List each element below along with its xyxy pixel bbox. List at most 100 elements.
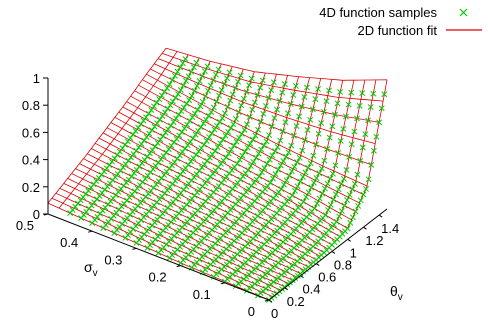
sample-point xyxy=(308,184,315,191)
sample-point xyxy=(162,129,169,136)
sample-point xyxy=(352,208,359,215)
sample-row-8 xyxy=(177,83,299,266)
sample-point xyxy=(326,134,333,141)
sigma-axis-line xyxy=(47,213,270,301)
sample-point xyxy=(278,186,285,193)
sample-point xyxy=(357,157,364,164)
sample-point xyxy=(240,95,247,102)
sample-point xyxy=(127,154,134,161)
sample-point xyxy=(161,88,168,95)
theta-tick-mark xyxy=(363,226,367,230)
sample-point xyxy=(250,158,257,165)
sample-point xyxy=(332,162,339,169)
sample-point xyxy=(247,140,254,147)
sample-point xyxy=(152,143,159,150)
sample-point xyxy=(362,131,369,138)
sample-row-6 xyxy=(199,86,321,276)
sample-point xyxy=(157,136,164,143)
sample-point xyxy=(267,179,274,186)
sample-point xyxy=(173,115,180,122)
sample-point xyxy=(182,56,189,62)
sample-row-11 xyxy=(144,77,266,251)
sample-point xyxy=(217,140,224,147)
sample-point xyxy=(205,112,212,119)
sample-point xyxy=(172,94,179,101)
sample-point xyxy=(282,119,289,126)
sample-point xyxy=(135,144,142,151)
sample-point xyxy=(279,89,286,96)
theta-tick-mark xyxy=(268,299,273,303)
sample-point xyxy=(268,87,275,94)
sample-point xyxy=(275,166,282,173)
sample-point xyxy=(221,110,228,117)
theta-tick-mark xyxy=(284,287,289,291)
sample-point xyxy=(341,202,348,209)
sample-point xyxy=(237,72,244,79)
sample-point xyxy=(261,165,268,172)
sample-point xyxy=(309,106,316,113)
sample-point xyxy=(141,137,148,144)
sample-point xyxy=(145,110,152,117)
sample-point xyxy=(127,135,134,141)
sample-point xyxy=(329,123,336,130)
theta-axis-label: θv xyxy=(390,283,403,303)
sample-point xyxy=(247,163,254,169)
sample-point xyxy=(355,202,362,209)
sample-point xyxy=(208,109,215,116)
sample-point xyxy=(195,148,202,155)
sample-point xyxy=(235,109,242,116)
sample-point xyxy=(305,164,312,171)
sample-point xyxy=(140,117,147,124)
sample-point xyxy=(315,130,322,137)
sample-point xyxy=(249,136,256,143)
sample-point xyxy=(154,120,161,127)
sample-point xyxy=(166,81,173,88)
sample-point xyxy=(172,72,178,79)
sample-point xyxy=(288,168,295,175)
sample-point xyxy=(200,120,207,127)
sample-point xyxy=(370,90,377,97)
sample-point xyxy=(346,191,353,198)
theta-axis-line xyxy=(268,208,388,301)
sample-point xyxy=(211,126,218,133)
sample-point xyxy=(230,121,237,128)
sample-point xyxy=(318,165,325,172)
sample-point xyxy=(359,144,366,151)
sample-row-0 xyxy=(266,91,388,303)
sample-point xyxy=(264,160,271,167)
sample-point xyxy=(201,141,207,148)
theta-tick-mark xyxy=(378,214,383,218)
sample-row-3 xyxy=(232,89,355,290)
sample-row-18 xyxy=(67,56,189,217)
sample-point xyxy=(191,87,198,94)
sample-point xyxy=(227,125,234,131)
sample-point xyxy=(252,132,259,139)
sample-point xyxy=(109,158,115,165)
sample-point xyxy=(287,101,294,107)
z-tick-label: 0.8 xyxy=(22,98,40,113)
sample-point xyxy=(192,131,199,138)
sample-point xyxy=(348,141,355,148)
sample-point xyxy=(333,191,339,198)
sample-point xyxy=(189,114,196,121)
sample-point xyxy=(176,132,183,139)
sample-point xyxy=(218,87,225,93)
sample-point xyxy=(272,171,279,178)
z-tick-label: 1 xyxy=(33,71,40,86)
sample-point xyxy=(169,98,176,105)
legend: 4D function samples 2D function fit xyxy=(319,5,482,38)
sample-point xyxy=(151,103,157,110)
sample-point xyxy=(167,102,174,109)
sample-point xyxy=(277,162,284,169)
sample-point xyxy=(201,68,208,75)
sample-point xyxy=(164,85,171,92)
sample-point xyxy=(322,185,328,192)
sample-row-2 xyxy=(243,90,366,294)
sample-point xyxy=(269,175,276,182)
sample-point xyxy=(253,154,260,161)
sample-point xyxy=(376,119,383,126)
sample-point xyxy=(304,84,310,91)
sample-point xyxy=(320,109,327,115)
sample-point xyxy=(354,171,361,178)
sample-point xyxy=(310,179,317,186)
